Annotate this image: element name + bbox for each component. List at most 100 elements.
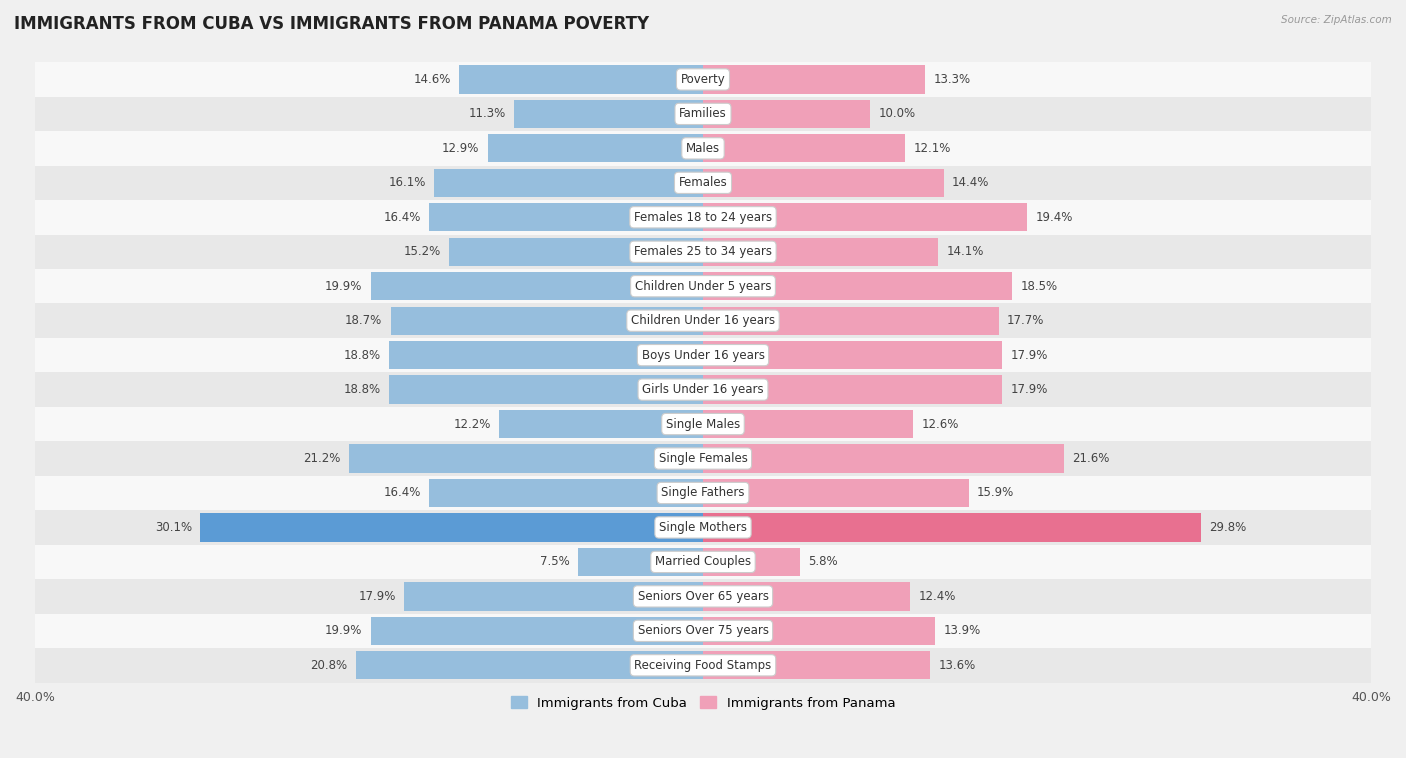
Bar <box>434 169 703 197</box>
Text: Receiving Food Stamps: Receiving Food Stamps <box>634 659 772 672</box>
FancyBboxPatch shape <box>35 372 1371 407</box>
Text: Seniors Over 75 years: Seniors Over 75 years <box>637 625 769 637</box>
FancyBboxPatch shape <box>35 303 1371 338</box>
FancyBboxPatch shape <box>35 614 1371 648</box>
Text: 29.8%: 29.8% <box>1209 521 1246 534</box>
Text: 7.5%: 7.5% <box>540 556 569 568</box>
Bar <box>703 617 935 645</box>
Bar <box>499 410 703 438</box>
Text: Single Mothers: Single Mothers <box>659 521 747 534</box>
Text: 14.6%: 14.6% <box>413 73 451 86</box>
Text: 18.8%: 18.8% <box>343 383 381 396</box>
FancyBboxPatch shape <box>35 579 1371 614</box>
Text: 5.8%: 5.8% <box>808 556 838 568</box>
Text: Single Fathers: Single Fathers <box>661 487 745 500</box>
FancyBboxPatch shape <box>35 476 1371 510</box>
Text: 15.2%: 15.2% <box>404 246 441 258</box>
Bar <box>449 237 703 266</box>
Text: 21.6%: 21.6% <box>1073 452 1109 465</box>
Bar <box>703 479 969 507</box>
FancyBboxPatch shape <box>35 648 1371 682</box>
Text: Females 18 to 24 years: Females 18 to 24 years <box>634 211 772 224</box>
Text: 17.9%: 17.9% <box>359 590 395 603</box>
Text: 16.1%: 16.1% <box>388 177 426 190</box>
Text: 11.3%: 11.3% <box>468 108 506 121</box>
FancyBboxPatch shape <box>35 441 1371 476</box>
FancyBboxPatch shape <box>35 269 1371 303</box>
Text: 16.4%: 16.4% <box>384 487 420 500</box>
Bar <box>703 65 925 93</box>
FancyBboxPatch shape <box>35 62 1371 97</box>
Legend: Immigrants from Cuba, Immigrants from Panama: Immigrants from Cuba, Immigrants from Pa… <box>506 691 900 715</box>
Text: 18.8%: 18.8% <box>343 349 381 362</box>
Text: Girls Under 16 years: Girls Under 16 years <box>643 383 763 396</box>
Text: 14.4%: 14.4% <box>952 177 990 190</box>
FancyBboxPatch shape <box>35 131 1371 165</box>
Text: Children Under 5 years: Children Under 5 years <box>634 280 772 293</box>
Text: 30.1%: 30.1% <box>155 521 193 534</box>
Bar <box>389 375 703 404</box>
FancyBboxPatch shape <box>35 407 1371 441</box>
Bar <box>703 548 800 576</box>
Text: 19.4%: 19.4% <box>1035 211 1073 224</box>
Bar <box>703 169 943 197</box>
Text: 17.9%: 17.9% <box>1011 383 1047 396</box>
Bar <box>703 582 910 610</box>
Bar <box>460 65 703 93</box>
Bar <box>356 651 703 679</box>
Text: Single Males: Single Males <box>666 418 740 431</box>
Text: 13.6%: 13.6% <box>938 659 976 672</box>
Bar <box>200 513 703 541</box>
Bar <box>703 513 1201 541</box>
Bar <box>429 479 703 507</box>
Text: 18.5%: 18.5% <box>1021 280 1057 293</box>
Text: Married Couples: Married Couples <box>655 556 751 568</box>
Text: 19.9%: 19.9% <box>325 625 363 637</box>
Text: 14.1%: 14.1% <box>946 246 984 258</box>
Bar <box>703 272 1012 300</box>
Text: Boys Under 16 years: Boys Under 16 years <box>641 349 765 362</box>
Text: 10.0%: 10.0% <box>879 108 915 121</box>
Text: 15.9%: 15.9% <box>977 487 1014 500</box>
Bar <box>488 134 703 162</box>
Text: 17.9%: 17.9% <box>1011 349 1047 362</box>
Bar <box>371 272 703 300</box>
FancyBboxPatch shape <box>35 234 1371 269</box>
Bar <box>703 203 1026 231</box>
Text: Males: Males <box>686 142 720 155</box>
Text: Families: Families <box>679 108 727 121</box>
Text: 21.2%: 21.2% <box>304 452 340 465</box>
Text: 12.6%: 12.6% <box>922 418 959 431</box>
Text: 19.9%: 19.9% <box>325 280 363 293</box>
Bar <box>703 410 914 438</box>
Text: Source: ZipAtlas.com: Source: ZipAtlas.com <box>1281 15 1392 25</box>
FancyBboxPatch shape <box>35 200 1371 234</box>
Bar <box>429 203 703 231</box>
Text: 18.7%: 18.7% <box>344 314 382 327</box>
FancyBboxPatch shape <box>35 165 1371 200</box>
Text: IMMIGRANTS FROM CUBA VS IMMIGRANTS FROM PANAMA POVERTY: IMMIGRANTS FROM CUBA VS IMMIGRANTS FROM … <box>14 15 650 33</box>
Bar <box>391 306 703 335</box>
FancyBboxPatch shape <box>35 545 1371 579</box>
Bar <box>703 100 870 128</box>
Text: 17.7%: 17.7% <box>1007 314 1045 327</box>
Bar <box>703 237 938 266</box>
Bar <box>703 444 1064 473</box>
Text: Females 25 to 34 years: Females 25 to 34 years <box>634 246 772 258</box>
Text: 12.9%: 12.9% <box>441 142 479 155</box>
Bar <box>703 341 1002 369</box>
Text: 12.2%: 12.2% <box>454 418 491 431</box>
Text: 12.4%: 12.4% <box>918 590 956 603</box>
Text: Single Females: Single Females <box>658 452 748 465</box>
FancyBboxPatch shape <box>35 510 1371 545</box>
Bar <box>389 341 703 369</box>
Text: Females: Females <box>679 177 727 190</box>
Text: Poverty: Poverty <box>681 73 725 86</box>
Text: 13.3%: 13.3% <box>934 73 970 86</box>
Bar <box>703 375 1002 404</box>
Bar <box>578 548 703 576</box>
Bar <box>404 582 703 610</box>
Text: Seniors Over 65 years: Seniors Over 65 years <box>637 590 769 603</box>
Bar <box>349 444 703 473</box>
FancyBboxPatch shape <box>35 97 1371 131</box>
